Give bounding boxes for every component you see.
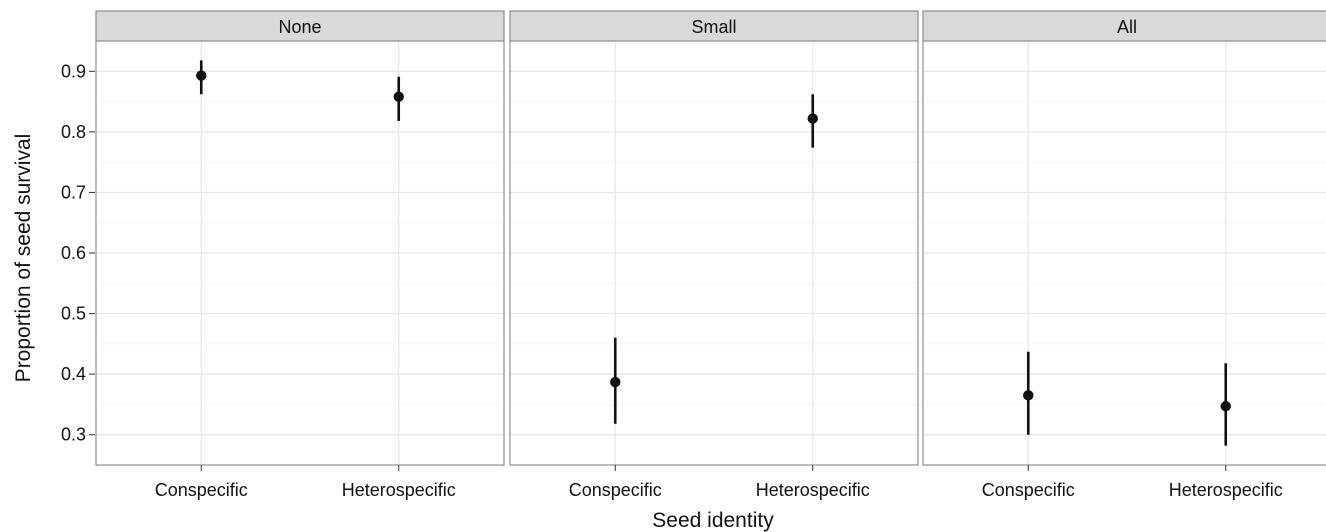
data-point	[393, 91, 404, 102]
x-tick-label: Conspecific	[569, 480, 662, 500]
facet-panel-all: All Conspecific Heterospecific	[922, 10, 1326, 500]
y-axis: 0.3 0.4 0.5 0.6 0.7 0.8 0.9	[61, 61, 95, 445]
facet-strip-label: Small	[691, 17, 736, 37]
panel-border	[509, 40, 919, 466]
data-point	[196, 70, 207, 81]
panel-border	[95, 40, 505, 466]
facet-panels: None Conspecific Heterospecific Small Conspe…	[95, 10, 1326, 500]
x-tick-label: Heterospecific	[342, 480, 456, 500]
y-tick-label: 0.8	[61, 122, 86, 142]
data-point	[1220, 401, 1231, 412]
x-tick-label: Heterospecific	[756, 480, 870, 500]
facet-strip	[95, 10, 505, 42]
facet-strip-label: All	[1117, 17, 1137, 37]
y-tick-label: 0.9	[61, 61, 86, 81]
y-tick-label: 0.4	[61, 364, 86, 384]
x-tick-label: Heterospecific	[1169, 480, 1283, 500]
x-tick-label: Conspecific	[982, 480, 1075, 500]
data-point	[610, 376, 621, 388]
panel-border	[922, 40, 1326, 466]
y-axis-title: Proportion of seed survival	[12, 134, 35, 383]
x-axis-title: Seed identity	[652, 509, 774, 532]
data-point	[807, 113, 818, 124]
y-tick-label: 0.3	[61, 425, 86, 445]
facet-strip	[509, 10, 919, 42]
y-tick-label: 0.5	[61, 304, 86, 324]
facet-strip-label: None	[278, 17, 321, 37]
y-tick-label: 0.7	[61, 182, 86, 202]
facet-panel-small: Small Conspecific Heterospecific	[509, 10, 919, 500]
x-tick-label: Conspecific	[155, 480, 248, 500]
y-tick-label: 0.6	[61, 243, 86, 263]
facet-panel-none: None Conspecific Heterospecific	[95, 10, 505, 500]
data-point	[1023, 390, 1034, 401]
